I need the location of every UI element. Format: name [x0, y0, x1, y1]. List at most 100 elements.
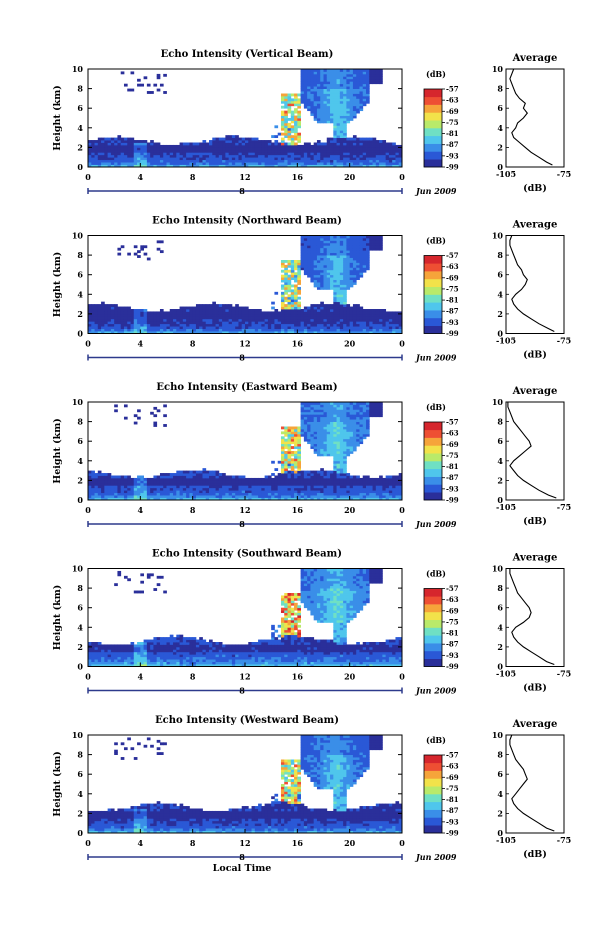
heatmap-cell [182, 326, 187, 329]
heatmap-cell [339, 274, 344, 278]
heatmap-cell [163, 414, 167, 418]
heatmap-cell [349, 81, 354, 85]
heatmap-cell [313, 492, 318, 496]
heatmap-cell [209, 473, 213, 476]
heatmap-cell [300, 473, 305, 476]
heatmap-cell [238, 490, 243, 494]
heatmap-cell [336, 409, 341, 413]
heatmap-cell [326, 120, 331, 124]
heatmap-cell [339, 321, 344, 325]
heatmap-cell [349, 108, 354, 112]
heatmap-cell [336, 120, 341, 124]
heatmap-cell [352, 318, 357, 322]
heatmap-cell [366, 416, 370, 420]
heatmap-cell [392, 316, 396, 320]
heatmap-cell [218, 477, 223, 481]
heatmap-cell [330, 436, 334, 440]
heatmap-cell [127, 142, 131, 146]
heatmap-cell [130, 137, 135, 141]
heatmap-cell [343, 321, 347, 325]
heatmap-cell [205, 321, 210, 325]
heatmap-cell [192, 306, 197, 310]
heatmap-cell [215, 306, 220, 310]
heatmap-cell [362, 260, 367, 263]
heatmap-cell [235, 482, 239, 486]
heatmap-cell [313, 404, 318, 408]
colorbar-tick-label: -87 [446, 307, 459, 316]
heatmap-cell [336, 497, 341, 501]
heatmap-cell [320, 144, 324, 148]
heatmap-cell [388, 318, 393, 322]
heatmap-cell [218, 328, 223, 332]
heatmap-cell [349, 451, 354, 454]
heatmap-cell [280, 321, 285, 325]
heatmap-cell [333, 159, 337, 163]
heatmap-cell [146, 83, 151, 87]
heatmap-cell [310, 470, 315, 474]
heatmap-cell [379, 482, 383, 486]
heatmap-cell [307, 411, 311, 415]
heatmap-cell [238, 482, 243, 486]
heatmap-cell [277, 490, 282, 494]
heatmap-cell [356, 110, 360, 114]
heatmap-cell [372, 490, 377, 494]
heatmap-cell [333, 147, 337, 151]
heatmap-cell [163, 487, 167, 491]
heatmap-cell [339, 294, 344, 298]
heatmap-cell [343, 331, 347, 334]
heatmap-cell [339, 71, 344, 75]
heatmap-cell [104, 154, 109, 158]
heatmap-cell [339, 296, 344, 300]
heatmap-cell [101, 147, 105, 151]
heatmap-cell [333, 252, 337, 256]
heatmap-cell [316, 311, 321, 315]
heatmap-cell [280, 137, 285, 141]
heatmap-cell [326, 482, 331, 486]
heatmap-cell [137, 416, 141, 420]
heatmap-cell [241, 149, 246, 153]
heatmap-cell [117, 140, 122, 143]
heatmap-cell [336, 103, 341, 107]
heatmap-cell [274, 497, 279, 501]
heatmap-cell [326, 154, 331, 158]
heatmap-cell [97, 311, 102, 315]
heatmap-cell [372, 487, 377, 491]
heatmap-cell [333, 404, 337, 408]
heatmap-cell [320, 269, 324, 273]
heatmap-cell [238, 147, 243, 151]
heatmap-cell [101, 142, 105, 146]
heatmap-cell [310, 331, 315, 334]
heatmap-cell [310, 495, 315, 498]
heatmap-cell [297, 331, 301, 334]
heatmap-cell [228, 485, 233, 489]
heatmap-cell [195, 142, 200, 146]
heatmap-cell [326, 316, 331, 320]
heatmap-cell [127, 492, 131, 496]
heatmap-cell [356, 436, 360, 440]
heatmap-cell [349, 433, 354, 437]
heatmap-cell [349, 103, 354, 107]
heatmap-cell [352, 431, 357, 435]
heatmap-cell [186, 313, 190, 317]
heatmap-cell [356, 309, 360, 312]
heatmap-cell [339, 235, 344, 239]
heatmap-cell [199, 318, 203, 322]
heatmap-cell [343, 296, 347, 300]
heatmap-cell [316, 313, 321, 317]
heatmap-cell [91, 311, 95, 315]
heatmap-cell [366, 487, 370, 491]
heatmap-cell [91, 328, 95, 332]
heatmap-cell [173, 159, 177, 163]
heatmap-cell [300, 470, 305, 474]
heatmap-cell [333, 465, 337, 469]
heatmap-cell [307, 438, 311, 442]
heatmap-cell [251, 477, 256, 481]
heatmap-cell [310, 311, 315, 315]
heatmap-cell [287, 433, 292, 437]
heatmap-cell [326, 284, 331, 288]
heatmap-cell [101, 162, 105, 165]
heatmap-cell [222, 140, 226, 143]
heatmap-cell [153, 492, 158, 496]
heatmap-cell [143, 311, 148, 315]
heatmap-cell [385, 157, 390, 161]
